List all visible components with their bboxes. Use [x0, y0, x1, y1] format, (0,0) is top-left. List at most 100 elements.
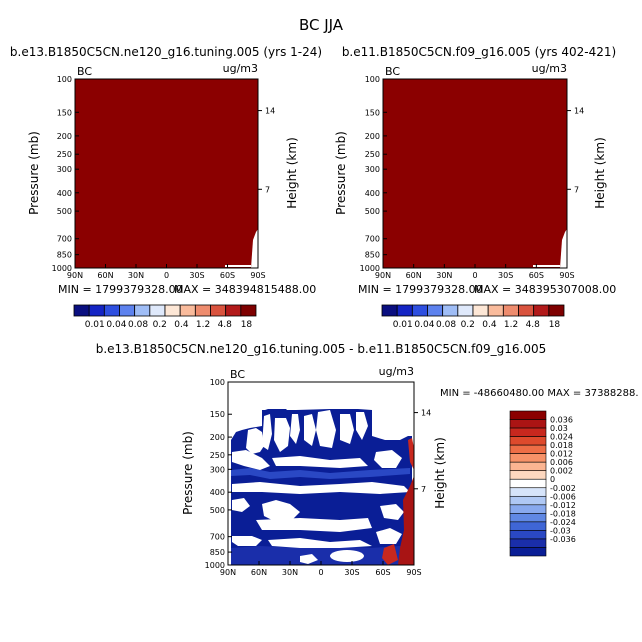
colorbar-label: 0 [550, 475, 555, 484]
y2-axis-label-top-right: Height (km) [593, 137, 607, 208]
colorbar-label: 0.04 [106, 320, 126, 330]
colorbar-box [509, 461, 547, 472]
colorbar-box [509, 530, 547, 540]
y-tick-label: 1000 [360, 264, 380, 273]
y-tick-label: 850 [210, 548, 225, 557]
x-tick-label: 90S [559, 271, 574, 280]
colorbar-label: 4.8 [526, 320, 541, 330]
colorbar-label: 0.03 [550, 424, 568, 433]
x-tick-label: 30S [189, 271, 204, 280]
variable-label-top-right: BC [385, 65, 400, 78]
x-tick-label: 90S [250, 271, 265, 280]
y-axis-label-top-right: Pressure (mb) [334, 131, 348, 215]
panel-top-right: 90N 60N 30N 0 30S 60S 90S 100 150 200 250 300 400 500… [334, 62, 616, 330]
colorbar-label: -0.018 [550, 509, 576, 518]
colorbar-label: 0.036 [550, 416, 573, 425]
height-tick-label: 7 [265, 185, 270, 194]
y2-axis-label-top-left: Height (km) [285, 137, 299, 208]
field-fill-top-right [383, 79, 567, 268]
x-tick-label: 90S [406, 568, 421, 577]
panel-top-left: 90N 60N 30N 0 30S 60S 90S 100 150 200 250 300 400 500… [27, 62, 316, 330]
x-tick-label: 30N [282, 568, 298, 577]
colorbar-box [457, 304, 474, 317]
minmax-label-difference: MIN = -48660480.00 MAX = 37388288. [440, 388, 639, 399]
colorbar-box [533, 304, 550, 317]
units-label-difference: ug/m3 [379, 365, 414, 378]
colorbar-box [509, 504, 547, 514]
colorbar-box [194, 304, 211, 317]
colorbar-box [518, 304, 535, 317]
colorbar-box [396, 304, 413, 317]
y-tick-label: 850 [57, 251, 72, 260]
y-tick-label: 200 [57, 132, 72, 141]
colorbar-label: -0.012 [550, 501, 576, 510]
height-tick-label: 7 [574, 185, 579, 194]
colorbar-label: 18 [549, 320, 561, 330]
colorbar-box [179, 304, 196, 317]
y-tick-label: 400 [210, 488, 225, 497]
colorbar-top-left: 0.01 0.04 0.08 0.2 0.4 1.2 4.8 18 [73, 304, 257, 330]
colorbar-label: 1.2 [196, 320, 210, 330]
colorbar-box [502, 304, 519, 317]
units-label-top-left: ug/m3 [223, 62, 258, 75]
colorbar-box [509, 453, 547, 463]
colorbar-box [509, 427, 547, 437]
colorbar-box [149, 304, 166, 317]
colorbar-box [427, 304, 444, 317]
x-tick-label: 60S [220, 271, 235, 280]
y-tick-label: 500 [210, 506, 225, 515]
colorbar-box [210, 304, 227, 317]
positive-region [398, 476, 414, 565]
colorbar-difference: 0.0360.030.0240.0180.0120.0060.0020-0.00… [509, 410, 576, 557]
colorbar-box [509, 419, 547, 429]
y-tick-label: 100 [57, 75, 72, 84]
colorbar-label: 0.006 [550, 458, 573, 467]
colorbar-box [509, 410, 547, 420]
colorbar-box [509, 495, 547, 506]
y-tick-label: 1000 [52, 264, 72, 273]
y-axis-label-top-left: Pressure (mb) [27, 131, 41, 215]
y-tick-label: 500 [57, 207, 72, 216]
max-label-top-right: MAX = 348395307008.00 [474, 283, 616, 296]
field-gap-top-left [251, 229, 258, 268]
colorbar-label: -0.002 [550, 484, 576, 493]
colorbar-box [240, 304, 257, 317]
colorbar-box [411, 304, 428, 317]
colorbar-box [225, 304, 242, 317]
y-tick-label: 300 [210, 465, 225, 474]
y-tick-label: 1000 [205, 561, 225, 570]
x-tick-label: 60S [375, 568, 390, 577]
y-tick-label: 150 [365, 108, 380, 117]
colorbar-box [164, 304, 181, 317]
figure-title: BC JJA [299, 16, 344, 34]
colorbar-label: 0.012 [550, 450, 573, 459]
colorbar-box [509, 478, 547, 489]
x-tick-label: 60N [97, 271, 113, 280]
min-label-top-right: MIN = 1799379328.00 [358, 283, 483, 296]
x-tick-label: 60N [406, 271, 422, 280]
colorbar-box [509, 513, 547, 523]
panel-title-top-left: b.e13.B1850C5CN.ne120_g16.tuning.005 (yr… [10, 45, 322, 59]
colorbar-label: -0.036 [550, 535, 576, 544]
colorbar-box [487, 304, 504, 317]
variable-label-difference: BC [230, 368, 245, 381]
y-tick-label: 100 [365, 75, 380, 84]
colorbar-box [509, 521, 547, 531]
field-gap-top-right [560, 229, 567, 268]
y-tick-label: 250 [210, 451, 225, 460]
colorbar-box [509, 470, 547, 480]
x-tick-label: 0 [164, 271, 169, 280]
max-label-top-left: MAX = 348394815488.00 [174, 283, 316, 296]
colorbar-box [134, 304, 151, 317]
axes-difference: 90N 60N 30N 0 30S 60S 90S 100 150 200 250 300 400 500… [205, 378, 432, 577]
y-tick-label: 150 [57, 108, 72, 117]
y-tick-label: 250 [57, 150, 72, 159]
y-tick-label: 700 [365, 235, 380, 244]
field-fill-top-left [75, 79, 258, 268]
colorbar-box [73, 304, 90, 317]
y-tick-label: 500 [365, 207, 380, 216]
colorbar-label: 0.08 [436, 320, 456, 330]
y-tick-label: 200 [210, 433, 225, 442]
colorbar-label: 0.4 [482, 320, 497, 330]
